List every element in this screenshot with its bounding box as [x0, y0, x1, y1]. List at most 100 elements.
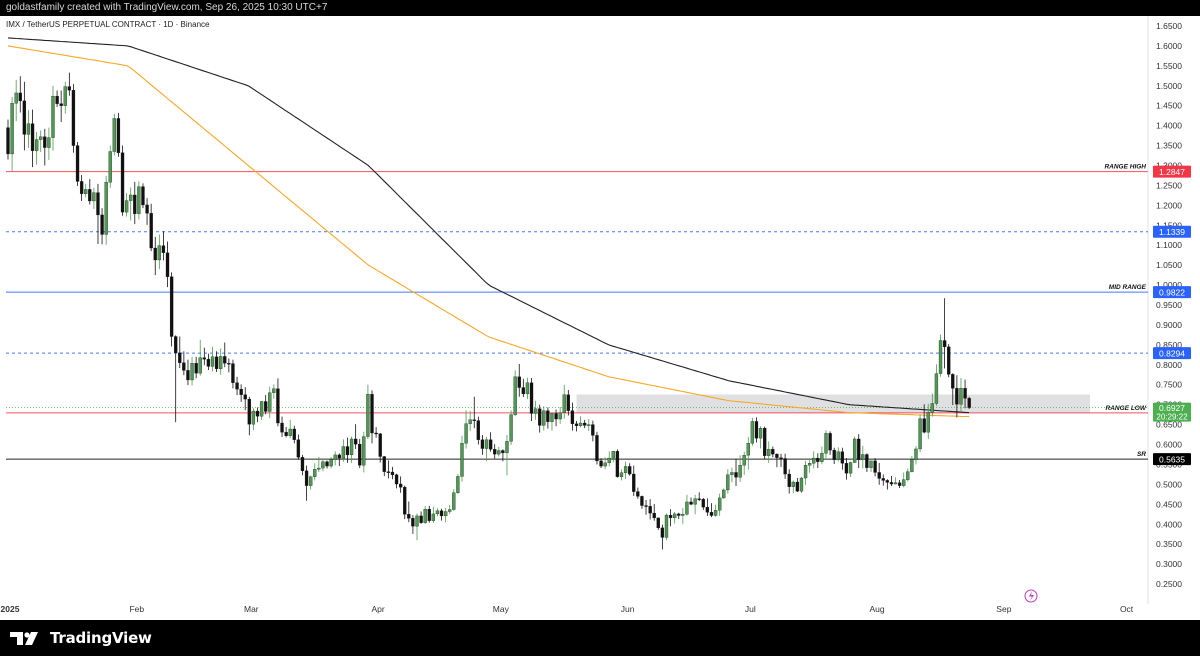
candle-body [922, 418, 926, 433]
candle-body [497, 450, 501, 455]
candle-body [538, 408, 542, 426]
candle-body [464, 423, 468, 444]
candle-body [353, 438, 358, 445]
candle-body [685, 501, 689, 515]
candle-body [202, 357, 206, 360]
candle-body [517, 376, 521, 388]
candle-body [182, 362, 186, 371]
current-price-tag [1153, 402, 1191, 422]
candle-body [668, 514, 673, 519]
candle-body [746, 443, 750, 456]
candle-body [771, 449, 775, 455]
candle-body [178, 352, 182, 363]
tradingview-logo[interactable]: TradingView [10, 629, 152, 647]
level-price-text: 0.8294 [1159, 349, 1185, 359]
candle-body [787, 473, 791, 487]
candle-body [783, 458, 787, 475]
candle-body [574, 423, 579, 426]
candle-body [394, 474, 399, 485]
x-tick-label: Sep [996, 604, 1011, 614]
candle-body [607, 457, 611, 464]
candle-body [341, 446, 346, 459]
candle-body [750, 421, 755, 444]
candle-body [566, 394, 570, 411]
candle-body [648, 506, 652, 514]
level-price-tag [1153, 225, 1191, 238]
candle-body [390, 471, 395, 475]
top-attribution-bar: goldastfamily created with TradingView.c… [0, 0, 1200, 16]
candle-body [816, 457, 820, 462]
candle-body [174, 336, 178, 354]
candle-body [264, 401, 268, 412]
candle-body [452, 492, 456, 510]
y-tick-label: 0.6000 [1156, 440, 1182, 450]
level-price-tag [1153, 347, 1191, 360]
candle-body [546, 410, 550, 422]
level-price-text: 0.9822 [1159, 288, 1185, 298]
candle-body [104, 182, 108, 235]
candle-body [468, 419, 472, 424]
candle-body [448, 509, 452, 512]
y-tick-label: 0.8500 [1156, 340, 1182, 350]
x-tick-label: Oct [1120, 604, 1134, 614]
candle-body [329, 459, 333, 467]
candle-body [803, 465, 808, 479]
current-price-text: 0.6927 [1159, 403, 1185, 413]
level-price-tag [1153, 165, 1191, 178]
candle-body [141, 186, 145, 206]
price-chart[interactable]: 1.6500 1.6000 1.5500 1.5000 1.4500 1.4000 1.35… [0, 16, 1200, 620]
candle-body [562, 394, 566, 413]
candle-body [235, 382, 239, 390]
candle-body [476, 420, 481, 440]
candle-body [75, 145, 80, 182]
candle-body [358, 443, 362, 466]
candle-body [533, 408, 538, 414]
candle-body [722, 489, 726, 499]
level-price-text: 0.5635 [1159, 455, 1185, 465]
candle-body [96, 192, 100, 216]
x-tick-label: Jul [745, 604, 756, 614]
y-tick-label: 1.5000 [1156, 81, 1182, 91]
candle-body [681, 514, 685, 516]
candle-body [227, 363, 231, 365]
candle-body [673, 513, 677, 519]
level-price-tag [1153, 286, 1191, 299]
candle-body [214, 356, 219, 369]
candle-body [456, 476, 460, 493]
candle-body [284, 432, 288, 436]
candle-body [378, 433, 382, 457]
brand-name: TradingView [50, 629, 152, 647]
candle-body [480, 439, 485, 449]
chart-frame[interactable]: IMX / TetherUS PERPETUAL CONTRACT · 1D ·… [0, 16, 1200, 620]
candle-body [423, 508, 427, 523]
consolidation-zone [576, 394, 1090, 413]
candle-body [832, 449, 836, 460]
level-price-text: 1.2847 [1159, 167, 1185, 177]
candle-body [754, 421, 759, 439]
candle-body [247, 398, 251, 425]
candle-body [6, 127, 10, 155]
y-tick-label: 0.3500 [1156, 539, 1182, 549]
x-tick-label: Jun [621, 604, 635, 614]
candle-body [419, 515, 423, 523]
x-tick-label: Aug [870, 604, 885, 614]
candle-body [611, 451, 615, 459]
candle-body [374, 432, 378, 435]
candle-body [885, 480, 889, 483]
candle-body [889, 482, 894, 485]
y-tick-label: 1.2500 [1156, 180, 1182, 190]
y-tick-label: 1.3500 [1156, 141, 1182, 151]
candle-body [505, 441, 509, 454]
candle-body [488, 439, 493, 450]
candles-group [6, 72, 971, 550]
candle-body [501, 450, 505, 454]
candle-body [902, 479, 906, 486]
candle-body [398, 483, 403, 488]
candle-body [791, 481, 795, 487]
y-tick-label: 0.8000 [1156, 360, 1182, 370]
candle-body [460, 443, 464, 477]
tradingview-logo-icon [10, 632, 38, 645]
y-tick-label: 1.6500 [1156, 21, 1182, 31]
candle-body [145, 204, 149, 214]
candle-body [930, 403, 934, 413]
